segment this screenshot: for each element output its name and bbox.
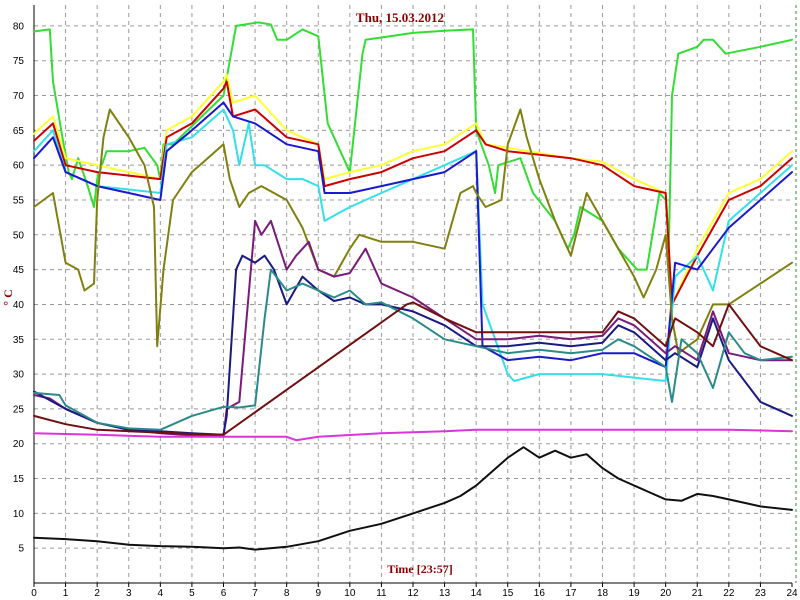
y-tick-label: 45 <box>13 265 25 276</box>
series-line-11 <box>33 428 793 442</box>
y-tick-label: 35 <box>13 335 25 346</box>
y-tick-label: 50 <box>13 230 25 241</box>
x-tick-label: 9 <box>315 588 321 599</box>
y-axis-title: ° C <box>1 289 15 305</box>
y-tick-label: 65 <box>13 126 25 137</box>
x-tick-label: 8 <box>284 588 290 599</box>
x-tick-label: 20 <box>660 588 672 599</box>
x-tick-label: 1 <box>63 588 69 599</box>
series-line-5 <box>33 101 793 369</box>
x-tick-label: 19 <box>629 588 641 599</box>
y-tick-label: 60 <box>13 161 25 172</box>
x-tick-label: 10 <box>344 588 356 599</box>
x-tick-label: 4 <box>158 588 164 599</box>
x-tick-label: 15 <box>502 588 514 599</box>
y-tick-label: 55 <box>13 195 25 206</box>
y-tick-label: 70 <box>13 91 25 102</box>
y-tick-label: 40 <box>13 300 25 311</box>
x-tick-label: 12 <box>407 588 419 599</box>
y-tick-label: 20 <box>13 439 25 450</box>
x-tick-label: 16 <box>534 588 546 599</box>
y-tick-label: 25 <box>13 404 25 415</box>
series-layer <box>33 21 793 551</box>
y-tick-label: 75 <box>13 56 25 67</box>
series-line-1 <box>33 21 793 271</box>
y-tick-label: 30 <box>13 370 25 381</box>
x-tick-label: 0 <box>31 588 37 599</box>
y-tick-label: 10 <box>13 509 25 520</box>
x-tick-label: 22 <box>723 588 735 599</box>
x-tick-label: 11 <box>376 588 387 599</box>
series-line-9 <box>33 268 793 431</box>
x-tick-label: 14 <box>471 588 483 599</box>
y-tick-label: 15 <box>13 474 25 485</box>
x-tick-label: 7 <box>252 588 258 599</box>
x-tick-label: 21 <box>692 588 704 599</box>
y-tick-label: 5 <box>18 544 24 555</box>
x-tick-label: 23 <box>755 588 767 599</box>
y-tick-label: 80 <box>13 21 25 32</box>
series-line-3 <box>33 80 793 306</box>
series-line-7 <box>33 219 793 438</box>
series-line-10 <box>33 301 793 436</box>
chart-title: Thu, 15.03.2012 <box>356 10 444 25</box>
x-tick-label: 17 <box>565 588 577 599</box>
series-line-12 <box>33 446 793 551</box>
x-tick-label: 24 <box>786 588 798 599</box>
x-tick-label: 5 <box>189 588 195 599</box>
axis-layer: 0 1 2 3 4 5 6 7 8 9 10 11 12 13 14 15 16 17 18 19 20 21 22 23 24… <box>13 5 798 599</box>
x-tick-label: 6 <box>221 588 227 599</box>
x-tick-label: 18 <box>597 588 609 599</box>
x-tick-label: 3 <box>126 588 132 599</box>
series-line-6 <box>33 108 793 355</box>
x-axis-title: Time [23:57] <box>387 562 452 576</box>
x-tick-label: 13 <box>439 588 451 599</box>
x-tick-label: 2 <box>94 588 100 599</box>
